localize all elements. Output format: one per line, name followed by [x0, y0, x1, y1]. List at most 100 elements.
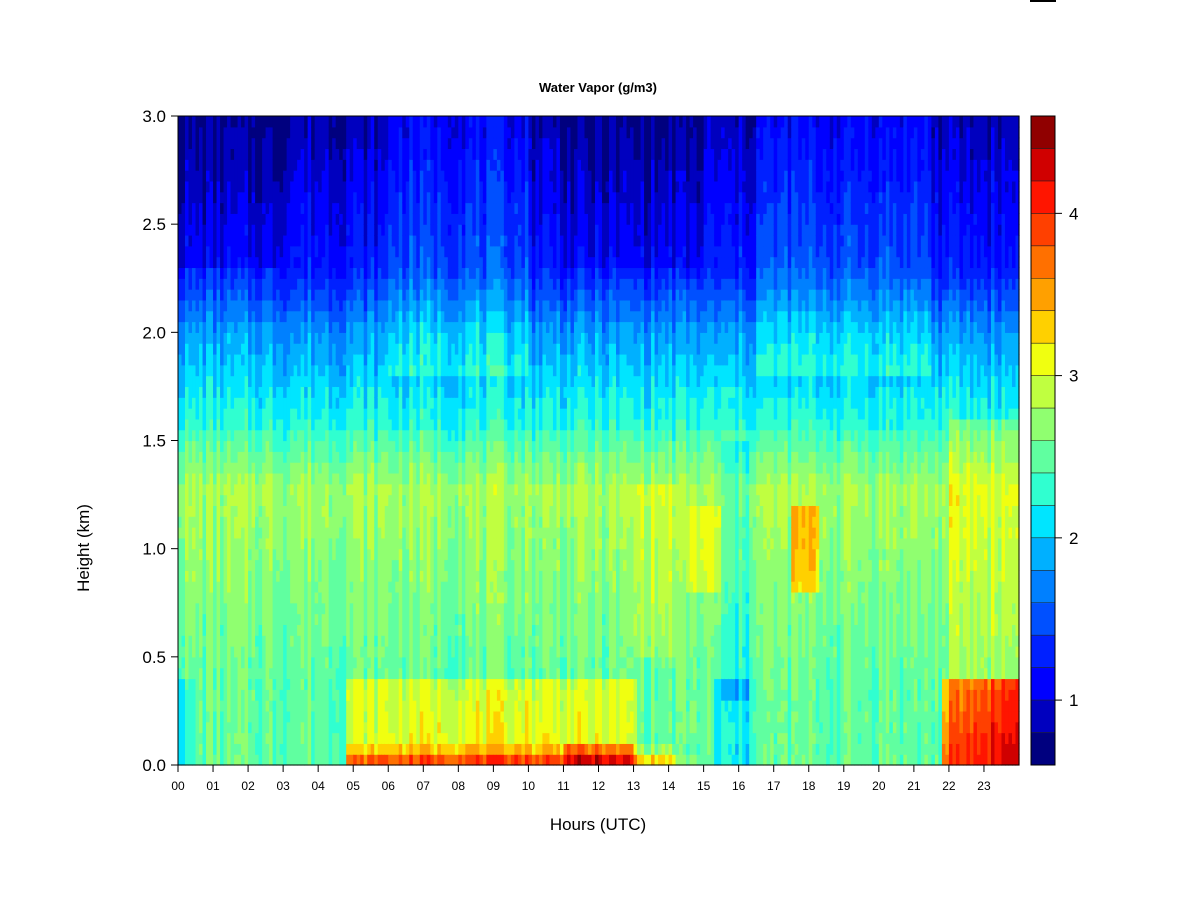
heatmap-cell	[311, 505, 316, 517]
heatmap-cell	[395, 462, 400, 474]
heatmap-cell	[307, 721, 312, 734]
heatmap-cell	[181, 624, 186, 636]
heatmap-cell	[381, 310, 386, 323]
heatmap-cell	[293, 721, 298, 734]
heatmap-cell	[430, 191, 435, 204]
heatmap-cell	[321, 245, 326, 258]
heatmap-cell	[419, 116, 424, 128]
heatmap-cell	[269, 494, 274, 506]
heatmap-cell	[426, 667, 431, 680]
heatmap-cell	[409, 375, 414, 388]
heatmap-cell	[307, 451, 312, 463]
heatmap-cell	[353, 224, 358, 236]
heatmap-cell	[339, 429, 344, 442]
heatmap-cell	[311, 429, 316, 442]
heatmap-cell	[244, 256, 249, 269]
heatmap-cell	[325, 472, 330, 485]
heatmap-cell	[185, 148, 190, 160]
heatmap-cell	[188, 570, 193, 582]
heatmap-cell	[423, 462, 428, 474]
heatmap-cell	[409, 202, 414, 214]
heatmap-cell	[248, 321, 253, 333]
heatmap-cell	[447, 754, 452, 766]
heatmap-cell	[321, 548, 326, 561]
heatmap-cell	[346, 613, 351, 625]
heatmap-cell	[202, 505, 207, 517]
heatmap-cell	[258, 754, 263, 766]
heatmap-cell	[356, 624, 361, 636]
heatmap-cell	[244, 321, 249, 333]
heatmap-cell	[318, 635, 323, 647]
heatmap-cell	[230, 527, 235, 539]
heatmap-cell	[213, 234, 218, 247]
heatmap-cell	[342, 213, 347, 225]
heatmap-cell	[216, 397, 221, 409]
heatmap-cell	[409, 321, 414, 333]
heatmap-cell	[314, 527, 319, 539]
heatmap-cell	[360, 429, 365, 442]
heatmap-cell	[216, 256, 221, 269]
heatmap-cell	[234, 364, 239, 377]
heatmap-cell	[216, 180, 221, 193]
heatmap-cell	[244, 332, 249, 344]
heatmap-cell	[314, 364, 319, 377]
heatmap-cell	[213, 397, 218, 409]
heatmap-cell	[230, 581, 235, 593]
heatmap-cell	[447, 527, 452, 539]
heatmap-cell	[367, 743, 372, 755]
heatmap-cell	[297, 721, 302, 734]
heatmap-cell	[367, 343, 372, 355]
heatmap-cell	[416, 429, 421, 442]
heatmap-cell	[335, 646, 340, 658]
heatmap-cell	[290, 754, 295, 766]
heatmap-cell	[307, 581, 312, 593]
heatmap-cell	[339, 418, 344, 431]
heatmap-cell	[377, 364, 382, 377]
heatmap-cell	[265, 537, 270, 550]
heatmap-cell	[465, 159, 470, 171]
heatmap-cell	[248, 126, 253, 139]
heatmap-cell	[353, 710, 358, 723]
heatmap-cell	[262, 646, 267, 658]
heatmap-cell	[360, 537, 365, 550]
heatmap-cell	[353, 310, 358, 323]
heatmap-cell	[342, 537, 347, 550]
heatmap-cell	[227, 137, 232, 150]
heatmap-cell	[461, 581, 466, 593]
heatmap-cell	[237, 689, 242, 701]
heatmap-cell	[237, 472, 242, 485]
heatmap-cell	[433, 343, 438, 355]
heatmap-cell	[405, 213, 410, 225]
heatmap-cell	[286, 505, 291, 517]
heatmap-cell	[451, 624, 456, 636]
heatmap-cell	[206, 224, 211, 236]
heatmap-cell	[440, 656, 445, 669]
heatmap-cell	[451, 245, 456, 258]
heatmap-cell	[328, 635, 333, 647]
heatmap-cell	[342, 180, 347, 193]
heatmap-cell	[388, 635, 393, 647]
heatmap-cell	[255, 245, 260, 258]
heatmap-cell	[447, 224, 452, 236]
heatmap-cell	[314, 710, 319, 723]
heatmap-cell	[290, 213, 295, 225]
heatmap-cell	[402, 559, 407, 571]
heatmap-cell	[426, 559, 431, 571]
heatmap-cell	[304, 375, 309, 388]
heatmap-cell	[276, 472, 281, 485]
heatmap-cell	[381, 483, 386, 496]
heatmap-cell	[258, 559, 263, 571]
heatmap-cell	[440, 494, 445, 506]
heatmap-cell	[465, 289, 470, 301]
heatmap-cell	[321, 451, 326, 463]
heatmap-cell	[430, 635, 435, 647]
heatmap-cell	[419, 721, 424, 734]
heatmap-cell	[363, 267, 368, 279]
heatmap-cell	[419, 581, 424, 593]
heatmap-cell	[300, 548, 305, 561]
heatmap-cell	[297, 234, 302, 247]
heatmap-cell	[230, 700, 235, 712]
heatmap-cell	[258, 397, 263, 409]
heatmap-cell	[220, 418, 225, 431]
heatmap-cell	[290, 224, 295, 236]
